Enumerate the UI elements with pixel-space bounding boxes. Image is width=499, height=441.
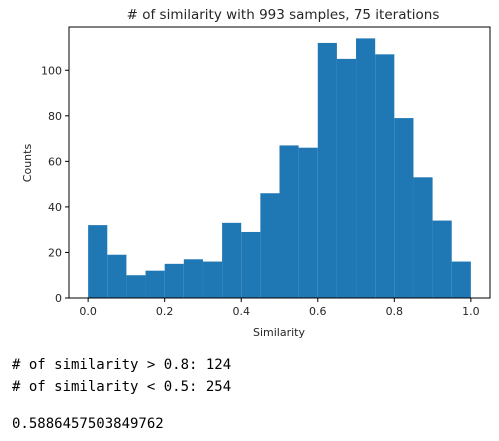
output-line-similarity-above: # of similarity > 0.8: 124 — [12, 357, 232, 373]
histogram-bar — [375, 54, 395, 299]
histogram-bar — [222, 222, 242, 298]
histogram-bar — [145, 270, 165, 298]
histogram-bar — [107, 254, 127, 298]
y-tick-label: 20 — [48, 246, 62, 259]
plot-frame — [68, 26, 491, 299]
histogram-bar — [432, 220, 452, 298]
histogram-bar — [356, 38, 376, 298]
output-line-similarity-below: # of similarity < 0.5: 254 — [12, 379, 232, 395]
output-line-mean-value: 0.5886457503849762 — [12, 416, 164, 432]
histogram-bar — [260, 193, 280, 298]
x-tick-label: 1.0 — [462, 305, 480, 318]
y-axis-label: Counts — [21, 144, 34, 183]
y-ticks-group: 0 20 40 60 80 100 — [41, 64, 69, 305]
y-tick-label: 40 — [48, 201, 62, 214]
histogram-bar — [279, 145, 299, 298]
histogram-bar — [451, 261, 471, 298]
y-tick-label: 80 — [48, 110, 62, 123]
histogram-chart: # of similarity with 993 samples, 75 ite… — [21, 7, 491, 339]
histogram-bar — [317, 42, 337, 298]
histogram-bar — [298, 147, 318, 298]
chart-title: # of similarity with 993 samples, 75 ite… — [127, 7, 440, 23]
y-tick-label: 100 — [41, 64, 62, 77]
histogram-bar — [164, 263, 184, 298]
x-ticks-group: 0.0 0.2 0.4 0.6 0.8 1.0 — [79, 298, 480, 318]
histogram-bar — [88, 225, 108, 298]
histogram-bar — [336, 58, 357, 298]
x-tick-label: 0.2 — [156, 305, 174, 318]
x-tick-label: 0.6 — [309, 305, 327, 318]
x-tick-label: 0.0 — [79, 305, 97, 318]
histogram-bar — [183, 259, 203, 298]
x-axis-label: Similarity — [253, 326, 305, 339]
y-tick-label: 60 — [48, 155, 62, 168]
y-tick-label: 0 — [55, 292, 62, 305]
histogram-bar — [394, 118, 414, 298]
x-tick-label: 0.8 — [386, 305, 404, 318]
histogram-bar — [241, 231, 261, 298]
bars-group — [88, 38, 471, 299]
histogram-bar — [202, 261, 223, 298]
histogram-bar — [126, 275, 146, 298]
x-tick-label: 0.4 — [232, 305, 250, 318]
histogram-bar — [413, 177, 433, 298]
